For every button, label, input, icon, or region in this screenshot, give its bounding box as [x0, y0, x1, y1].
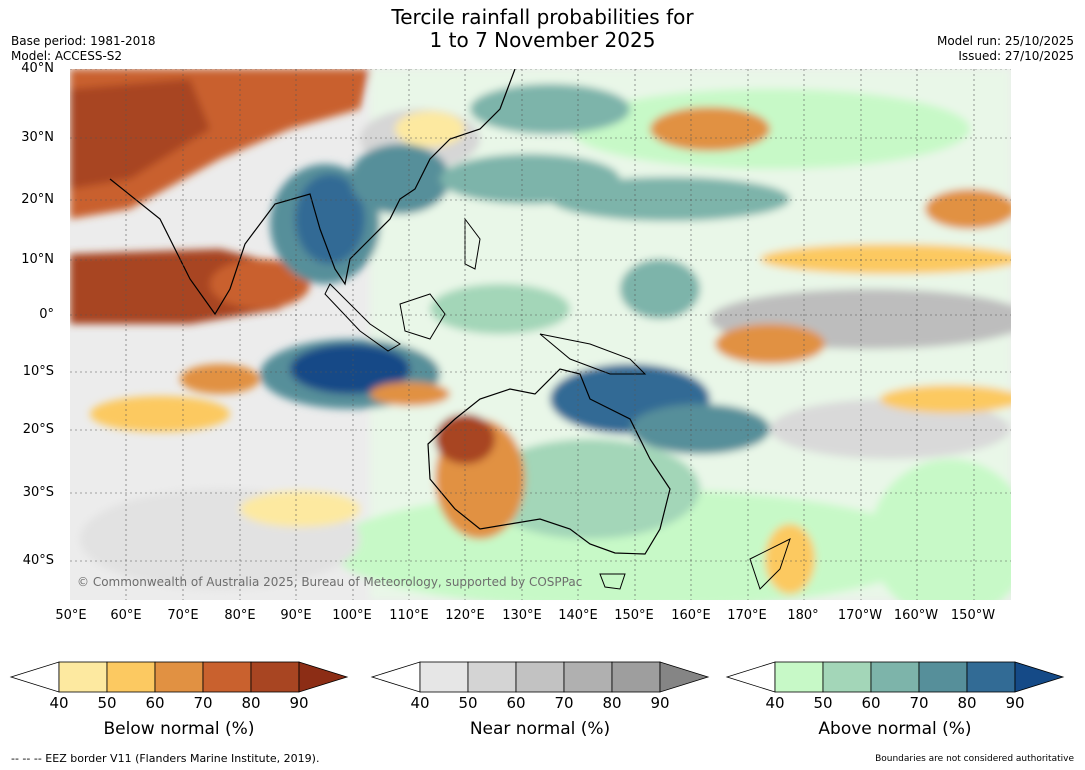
- near-normal-label: Near normal (%): [469, 719, 611, 739]
- lat-label-40s: 40°S: [22, 553, 54, 568]
- below-tick-80: 80: [241, 694, 261, 712]
- below-tick-40: 40: [49, 694, 69, 712]
- below-tick-60: 60: [145, 694, 165, 712]
- above-tick-40: 40: [765, 694, 785, 712]
- near-tick-70: 70: [554, 694, 574, 712]
- lon-label-140e: 140°E: [558, 608, 598, 623]
- above-tick-70: 70: [909, 694, 929, 712]
- below-swatch-1: [58, 661, 108, 693]
- lon-label-80e: 80°E: [224, 608, 256, 623]
- lon-label-170w: 170°W: [837, 608, 883, 623]
- map-panel[interactable]: © Commonwealth of Australia 2025, Bureau…: [70, 69, 1011, 600]
- lon-label-110e: 110°E: [389, 608, 429, 623]
- model-name: Model: ACCESS-S2: [11, 49, 123, 63]
- lat-label-10n: 10°N: [21, 252, 54, 267]
- lon-label-120e: 120°E: [445, 608, 485, 623]
- near-swatch-3: [515, 661, 565, 693]
- below-normal-label: Below normal (%): [103, 719, 255, 739]
- above-swatch-3: [870, 661, 920, 693]
- above-extend-low: [725, 661, 776, 693]
- lat-label-10s: 10°S: [22, 364, 54, 379]
- probability-fields: [70, 69, 1011, 600]
- lon-label-60e: 60°E: [110, 608, 142, 623]
- below-swatch-3: [154, 661, 204, 693]
- lat-label-0: 0°: [39, 307, 54, 322]
- near-swatch-2: [467, 661, 517, 693]
- above-swatch-1: [774, 661, 824, 693]
- new-guinea-coastline: [539, 333, 647, 375]
- lon-label-160e: 160°E: [671, 608, 711, 623]
- above-tick-90: 90: [1005, 694, 1025, 712]
- below-extend-low: [9, 661, 60, 693]
- below-tick-50: 50: [97, 694, 117, 712]
- lon-label-180: 180°: [787, 608, 819, 623]
- australia-coastline: [427, 368, 671, 555]
- graticule: [70, 69, 1011, 600]
- tasmania-coastline: [599, 573, 626, 590]
- lat-label-30s: 30°S: [22, 485, 54, 500]
- near-tick-40: 40: [410, 694, 430, 712]
- probability-map: © Commonwealth of Australia 2025, Bureau…: [70, 69, 1011, 600]
- lon-label-90e: 90°E: [280, 608, 312, 623]
- near-swatch-1: [419, 661, 469, 693]
- lon-label-170e: 170°E: [727, 608, 767, 623]
- below-swatch-2: [106, 661, 156, 693]
- issued-date: Issued: 27/10/2025: [958, 49, 1074, 63]
- colorbar-above-normal: [725, 661, 1065, 693]
- new-zealand-coastline: [749, 538, 791, 590]
- boundaries-disclaimer: Boundaries are not considered authoritat…: [875, 754, 1074, 764]
- colorbars: [9, 661, 1065, 693]
- below-tick-90: 90: [289, 694, 309, 712]
- near-swatch-4: [563, 661, 613, 693]
- below-tick-70: 70: [193, 694, 213, 712]
- lon-label-160w: 160°W: [893, 608, 939, 623]
- above-extend-high: [1014, 661, 1065, 693]
- near-extend-high: [659, 661, 710, 693]
- near-swatch-5: [611, 661, 661, 693]
- below-swatch-5: [250, 661, 300, 693]
- above-tick-80: 80: [957, 694, 977, 712]
- lon-label-130e: 130°E: [502, 608, 542, 623]
- lon-label-150e: 150°E: [614, 608, 654, 623]
- copyright-notice: © Commonwealth of Australia 2025, Bureau…: [77, 575, 582, 589]
- near-tick-60: 60: [506, 694, 526, 712]
- above-tick-60: 60: [861, 694, 881, 712]
- above-swatch-2: [822, 661, 872, 693]
- above-swatch-5: [966, 661, 1016, 693]
- below-swatch-4: [202, 661, 252, 693]
- borneo-coastline: [399, 293, 446, 340]
- model-run: Model run: 25/10/2025: [936, 34, 1074, 48]
- lon-label-50e: 50°E: [55, 608, 87, 623]
- above-tick-50: 50: [813, 694, 833, 712]
- lon-label-70e: 70°E: [167, 608, 199, 623]
- base-period: Base period: 1981-2018: [11, 34, 156, 48]
- near-tick-80: 80: [602, 694, 622, 712]
- asia-coastline: [109, 69, 516, 316]
- lat-label-20n: 20°N: [21, 192, 54, 207]
- sumatra-coastline: [324, 283, 401, 352]
- colorbar-near-normal: [370, 661, 710, 693]
- map-title-line1: Tercile rainfall probabilities for: [391, 5, 694, 29]
- lon-label-150w: 150°W: [950, 608, 996, 623]
- near-extend-low: [370, 661, 421, 693]
- near-tick-90: 90: [650, 694, 670, 712]
- lat-label-20s: 20°S: [22, 422, 54, 437]
- eez-border-note: -- -- -- EEZ border V11 (Flanders Marine…: [11, 752, 320, 765]
- map-title-line2: 1 to 7 November 2025: [429, 28, 656, 52]
- lat-label-40n: 40°N: [21, 61, 54, 76]
- lon-label-100e: 100°E: [332, 608, 372, 623]
- lat-label-30n: 30°N: [21, 130, 54, 145]
- colorbar-below-normal: [9, 661, 349, 693]
- below-extend-high: [298, 661, 349, 693]
- above-normal-label: Above normal (%): [818, 719, 972, 739]
- above-swatch-4: [918, 661, 968, 693]
- near-tick-50: 50: [458, 694, 478, 712]
